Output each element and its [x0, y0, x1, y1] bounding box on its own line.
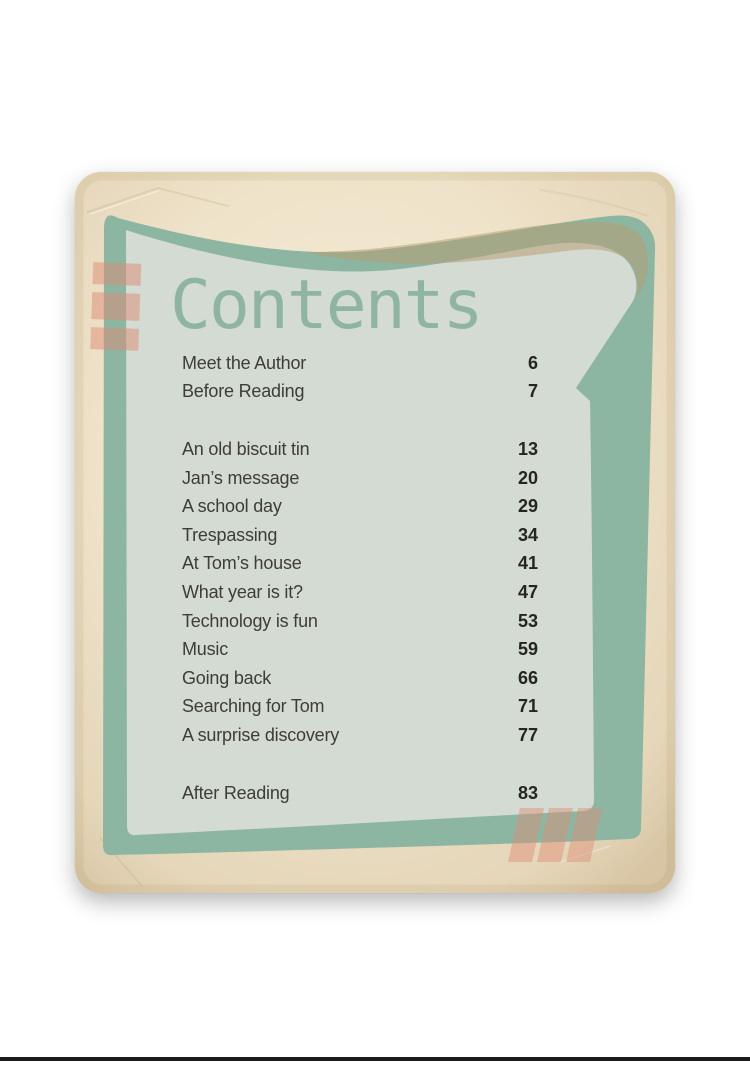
toc-row: Meet the Author 6	[182, 349, 538, 378]
toc-row: Before Reading 7	[182, 378, 538, 407]
toc-entry-label: Music	[182, 639, 229, 660]
toc-group: An old biscuit tin 13 Jan’s message 20 A…	[182, 435, 538, 750]
toc-list: Meet the Author 6 Before Reading 7 An ol…	[182, 349, 538, 807]
toc-entry-label: Searching for Tom	[182, 696, 325, 717]
toc-entry-page: 34	[517, 524, 538, 545]
toc-row: A surprise discovery 77	[182, 721, 538, 750]
toc-row: At Tom’s house 41	[182, 550, 538, 579]
toc-group: Meet the Author 6 Before Reading 7	[182, 349, 538, 406]
toc-entry-label: What year is it?	[182, 581, 303, 602]
toc-row: What year is it? 47	[182, 578, 538, 607]
left-accent-stripes	[90, 262, 142, 351]
toc-row: Music 59	[182, 635, 538, 664]
toc-entry-page: 66	[517, 667, 538, 688]
toc-entry-label: Before Reading	[182, 381, 305, 402]
toc-row: An old biscuit tin 13	[182, 435, 538, 464]
toc-entry-page: 59	[517, 639, 538, 660]
toc-entry-label: After Reading	[182, 782, 290, 803]
toc-entry-page: 83	[517, 782, 538, 803]
toc-entry-label: A surprise discovery	[182, 724, 340, 745]
toc-row: Going back 66	[182, 664, 538, 693]
toc-group: After Reading 83	[182, 779, 538, 808]
toc-row: Technology is fun 53	[182, 607, 538, 636]
toc-entry-label: An old biscuit tin	[182, 438, 310, 459]
toc-row: Trespassing 34	[182, 521, 538, 550]
toc-entry-page: 13	[517, 438, 538, 459]
toc-entry-label: Meet the Author	[182, 352, 307, 373]
toc-row: Searching for Tom 71	[182, 693, 538, 722]
paper-edge-shading	[74, 171, 676, 894]
tan-swoosh-shape	[305, 221, 649, 297]
page-edge-line	[0, 1057, 750, 1061]
corner-accent-stripes	[508, 808, 602, 862]
toc-entry-page: 6	[527, 352, 538, 373]
toc-row: Jan’s message 20	[182, 464, 538, 493]
toc-row: After Reading 83	[182, 779, 538, 808]
toc-entry-label: Going back	[182, 667, 272, 688]
toc-entry-page: 71	[517, 696, 538, 717]
toc-entry-page: 47	[517, 581, 538, 602]
toc-entry-label: At Tom’s house	[182, 553, 302, 574]
toc-entry-page: 7	[527, 381, 538, 402]
toc-entry-page: 20	[517, 467, 538, 488]
toc-entry-page: 41	[517, 553, 538, 574]
toc-row: A school day 29	[182, 492, 538, 521]
toc-entry-page: 29	[517, 496, 538, 517]
toc-entry-label: Technology is fun	[182, 610, 318, 631]
light-panel-shape	[126, 230, 637, 836]
toc-entry-page: 53	[517, 610, 538, 631]
toc-entry-label: Trespassing	[182, 524, 278, 545]
page-title: Contents	[170, 266, 484, 345]
toc-entry-label: A school day	[182, 496, 282, 517]
toc-entry-label: Jan’s message	[182, 467, 300, 488]
toc-entry-page: 77	[517, 724, 538, 745]
